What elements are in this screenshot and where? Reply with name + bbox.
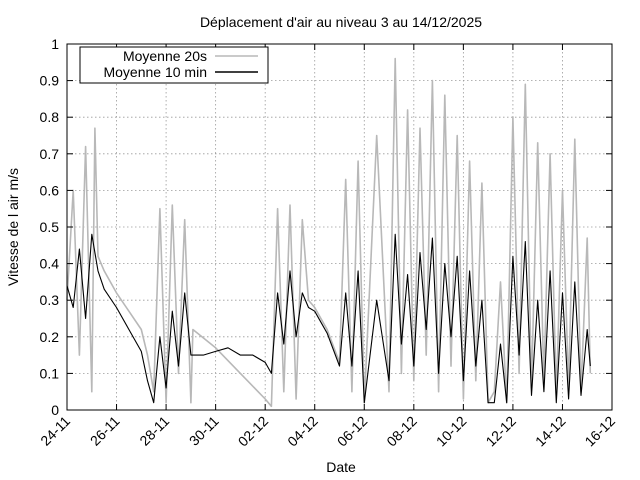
y-tick-label: 0.9	[40, 73, 60, 89]
x-tick-label: 24-11	[37, 413, 73, 449]
y-tick-labels: 0 0.1 0.2 0.3 0.4 0.5 0.6 0.7 0.8 0.9 1	[40, 36, 60, 418]
y-tick-label: 0.1	[40, 365, 60, 381]
x-tick-label: 04-12	[284, 413, 321, 450]
legend-label-20s: Moyenne 20s	[123, 48, 207, 64]
x-tick-label: 12-12	[482, 413, 519, 450]
legend-box	[79, 46, 269, 84]
x-tick-label: 26-11	[87, 413, 123, 449]
x-tick-labels: 24-11 26-11 28-11 30-11 02-12 04-12 06-12 08-12…	[37, 413, 618, 450]
y-tick-label: 0.3	[40, 292, 60, 308]
series-line-10min	[66, 233, 591, 404]
series-line-20s	[66, 57, 592, 408]
x-tick-label: 14-12	[532, 413, 569, 450]
x-tick-label: 30-11	[186, 413, 222, 449]
x-tick-label: 16-12	[581, 413, 618, 450]
y-axis-title: Vitesse de l air m/s	[5, 168, 21, 286]
series-layer	[66, 57, 592, 408]
chart-title: Déplacement d'air au niveau 3 au 14/12/2…	[200, 14, 482, 30]
x-tick-label: 10-12	[433, 413, 470, 450]
grid	[67, 44, 612, 410]
y-tick-label: 0.7	[40, 146, 60, 162]
y-tick-label: 0.8	[40, 109, 60, 125]
x-tick-label: 06-12	[334, 413, 371, 450]
y-tick-label: 1	[51, 36, 59, 52]
y-tick-label: 0.5	[40, 219, 60, 235]
x-tick-label: 28-11	[136, 413, 172, 449]
legend-label-10min: Moyenne 10 min	[103, 64, 207, 80]
x-tick-label: 02-12	[235, 413, 272, 450]
y-tick-label: 0.2	[40, 329, 60, 345]
legend: Moyenne 20s Moyenne 10 min	[79, 46, 269, 84]
x-axis-title: Date	[326, 459, 356, 475]
y-tick-label: 0.6	[40, 182, 60, 198]
y-tick-label: 0.4	[40, 256, 60, 272]
x-tick-label: 08-12	[383, 413, 420, 450]
y-tick-label: 0	[51, 402, 59, 418]
